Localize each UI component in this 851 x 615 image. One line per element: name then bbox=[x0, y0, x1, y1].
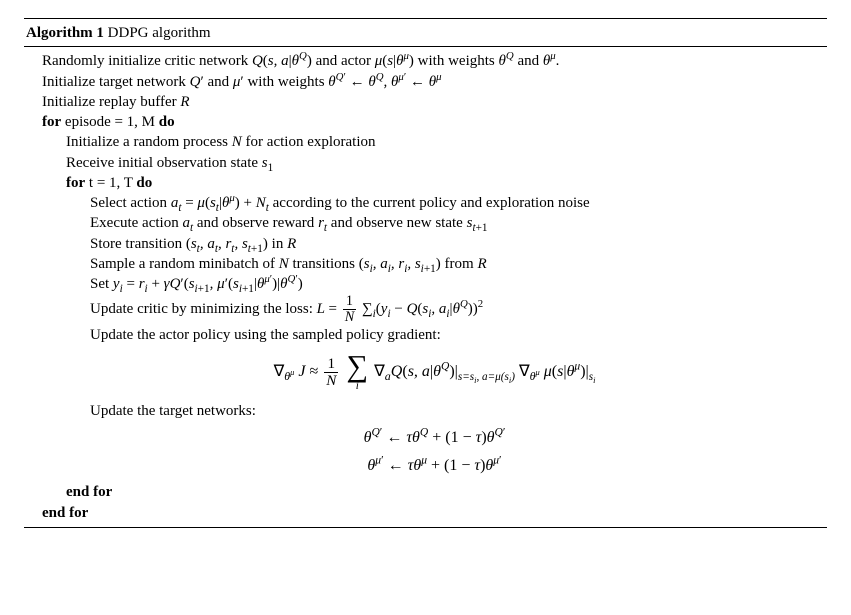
math: θμ bbox=[543, 53, 556, 69]
algorithm-box: Algorithm 1 DDPG algorithm Randomly init… bbox=[24, 18, 827, 528]
line-execute-action: Execute action at and observe reward rt … bbox=[42, 213, 827, 233]
math: yi = ri + γQ′(si+1, μ′(si+1|θμ′)|θQ′) bbox=[113, 276, 303, 292]
text: for action exploration bbox=[242, 134, 376, 150]
algorithm-body: Randomly initialize critic network Q(s, … bbox=[24, 47, 827, 527]
text: Update the actor policy using the sample… bbox=[90, 327, 441, 343]
line-endfor-outer: end for bbox=[42, 503, 827, 523]
line-init-buffer: Initialize replay buffer R bbox=[42, 92, 827, 112]
math: s1 bbox=[262, 155, 273, 171]
math: N bbox=[232, 134, 242, 150]
line-sample-minibatch: Sample a random minibatch of N transitio… bbox=[42, 254, 827, 274]
keyword-do: do bbox=[159, 114, 175, 130]
line-update-targets: Update the target networks: bbox=[42, 401, 827, 421]
math: θQ′ ← θQ, θμ′ ← θμ bbox=[328, 74, 441, 90]
algorithm-label: Algorithm 1 bbox=[26, 25, 104, 41]
equation-target-q: θQ′ ← τθQ + (1 − τ)θQ′ bbox=[42, 427, 827, 449]
text: and observe reward bbox=[193, 215, 318, 231]
text: Initialize replay buffer bbox=[42, 94, 180, 110]
equation-target-mu: θμ′ ← τθμ + (1 − τ)θμ′ bbox=[42, 455, 827, 477]
math: μ′ bbox=[233, 74, 244, 90]
algorithm-name: DDPG algorithm bbox=[108, 25, 211, 41]
math: (st, at, rt, st+1) bbox=[186, 236, 268, 252]
text: and observe new state bbox=[327, 215, 467, 231]
math: at = μ(st|θμ) + Nt bbox=[171, 195, 269, 211]
line-update-critic: Update critic by minimizing the loss: L … bbox=[42, 294, 827, 325]
math: R bbox=[477, 256, 486, 272]
keyword-for: for bbox=[66, 175, 85, 191]
keyword-endfor: end for bbox=[66, 484, 112, 500]
math: N bbox=[279, 256, 289, 272]
text: Update critic by minimizing the loss: bbox=[90, 301, 317, 317]
text: Execute action bbox=[90, 215, 182, 231]
text: according to the current policy and expl… bbox=[269, 195, 590, 211]
text: with weights bbox=[414, 53, 499, 69]
line-select-action: Select action at = μ(st|θμ) + Nt accordi… bbox=[42, 193, 827, 213]
line-store-transition: Store transition (st, at, rt, st+1) in R bbox=[42, 234, 827, 254]
text: Receive initial observation state bbox=[66, 155, 262, 171]
algorithm-title-bar: Algorithm 1 DDPG algorithm bbox=[24, 19, 827, 47]
text: episode = 1, M bbox=[61, 114, 159, 130]
text: in bbox=[268, 236, 287, 252]
keyword-endfor: end for bbox=[42, 505, 88, 521]
text: transitions bbox=[289, 256, 359, 272]
line-receive-state: Receive initial observation state s1 bbox=[42, 153, 827, 173]
text: and actor bbox=[312, 53, 375, 69]
text: . bbox=[556, 53, 560, 69]
line-init-critic: Randomly initialize critic network Q(s, … bbox=[42, 51, 827, 71]
text: from bbox=[441, 256, 478, 272]
text: t = 1, T bbox=[85, 175, 136, 191]
text: Randomly initialize critic network bbox=[42, 53, 252, 69]
math: L = 1N ∑i(yi − Q(si, ai|θQ))2 bbox=[317, 301, 484, 317]
math: st+1 bbox=[467, 215, 488, 231]
line-update-actor: Update the actor policy using the sample… bbox=[42, 325, 827, 345]
text: Update the target networks: bbox=[90, 403, 256, 419]
text: Initialize target network bbox=[42, 74, 190, 90]
equation-policy-gradient: ∇θμ J ≈ 1N ∑i ∇aQ(s, a|θQ)|s=si, a=μ(si)… bbox=[42, 353, 827, 390]
math: at bbox=[182, 215, 193, 231]
line-for-episode: for episode = 1, M do bbox=[42, 112, 827, 132]
math: Q′ bbox=[190, 74, 204, 90]
math: rt bbox=[318, 215, 327, 231]
math: R bbox=[287, 236, 296, 252]
math: μ(s|θμ) bbox=[375, 53, 414, 69]
text: with weights bbox=[244, 74, 329, 90]
keyword-for: for bbox=[42, 114, 61, 130]
math: (si, ai, ri, si+1) bbox=[359, 256, 441, 272]
line-for-t: for t = 1, T do bbox=[42, 173, 827, 193]
keyword-do: do bbox=[136, 175, 152, 191]
text: Sample a random minibatch of bbox=[90, 256, 279, 272]
text: and bbox=[204, 74, 233, 90]
math: R bbox=[180, 94, 189, 110]
math: θQ bbox=[499, 53, 514, 69]
line-init-target: Initialize target network Q′ and μ′ with… bbox=[42, 72, 827, 92]
text: Store transition bbox=[90, 236, 186, 252]
text: and bbox=[514, 53, 543, 69]
text: Select action bbox=[90, 195, 171, 211]
line-init-noise: Initialize a random process N for action… bbox=[42, 132, 827, 152]
line-set-yi: Set yi = ri + γQ′(si+1, μ′(si+1|θμ′)|θQ′… bbox=[42, 274, 827, 294]
text: Set bbox=[90, 276, 113, 292]
text: Initialize a random process bbox=[66, 134, 232, 150]
math: Q(s, a|θQ) bbox=[252, 53, 312, 69]
line-endfor-inner: end for bbox=[42, 482, 827, 502]
